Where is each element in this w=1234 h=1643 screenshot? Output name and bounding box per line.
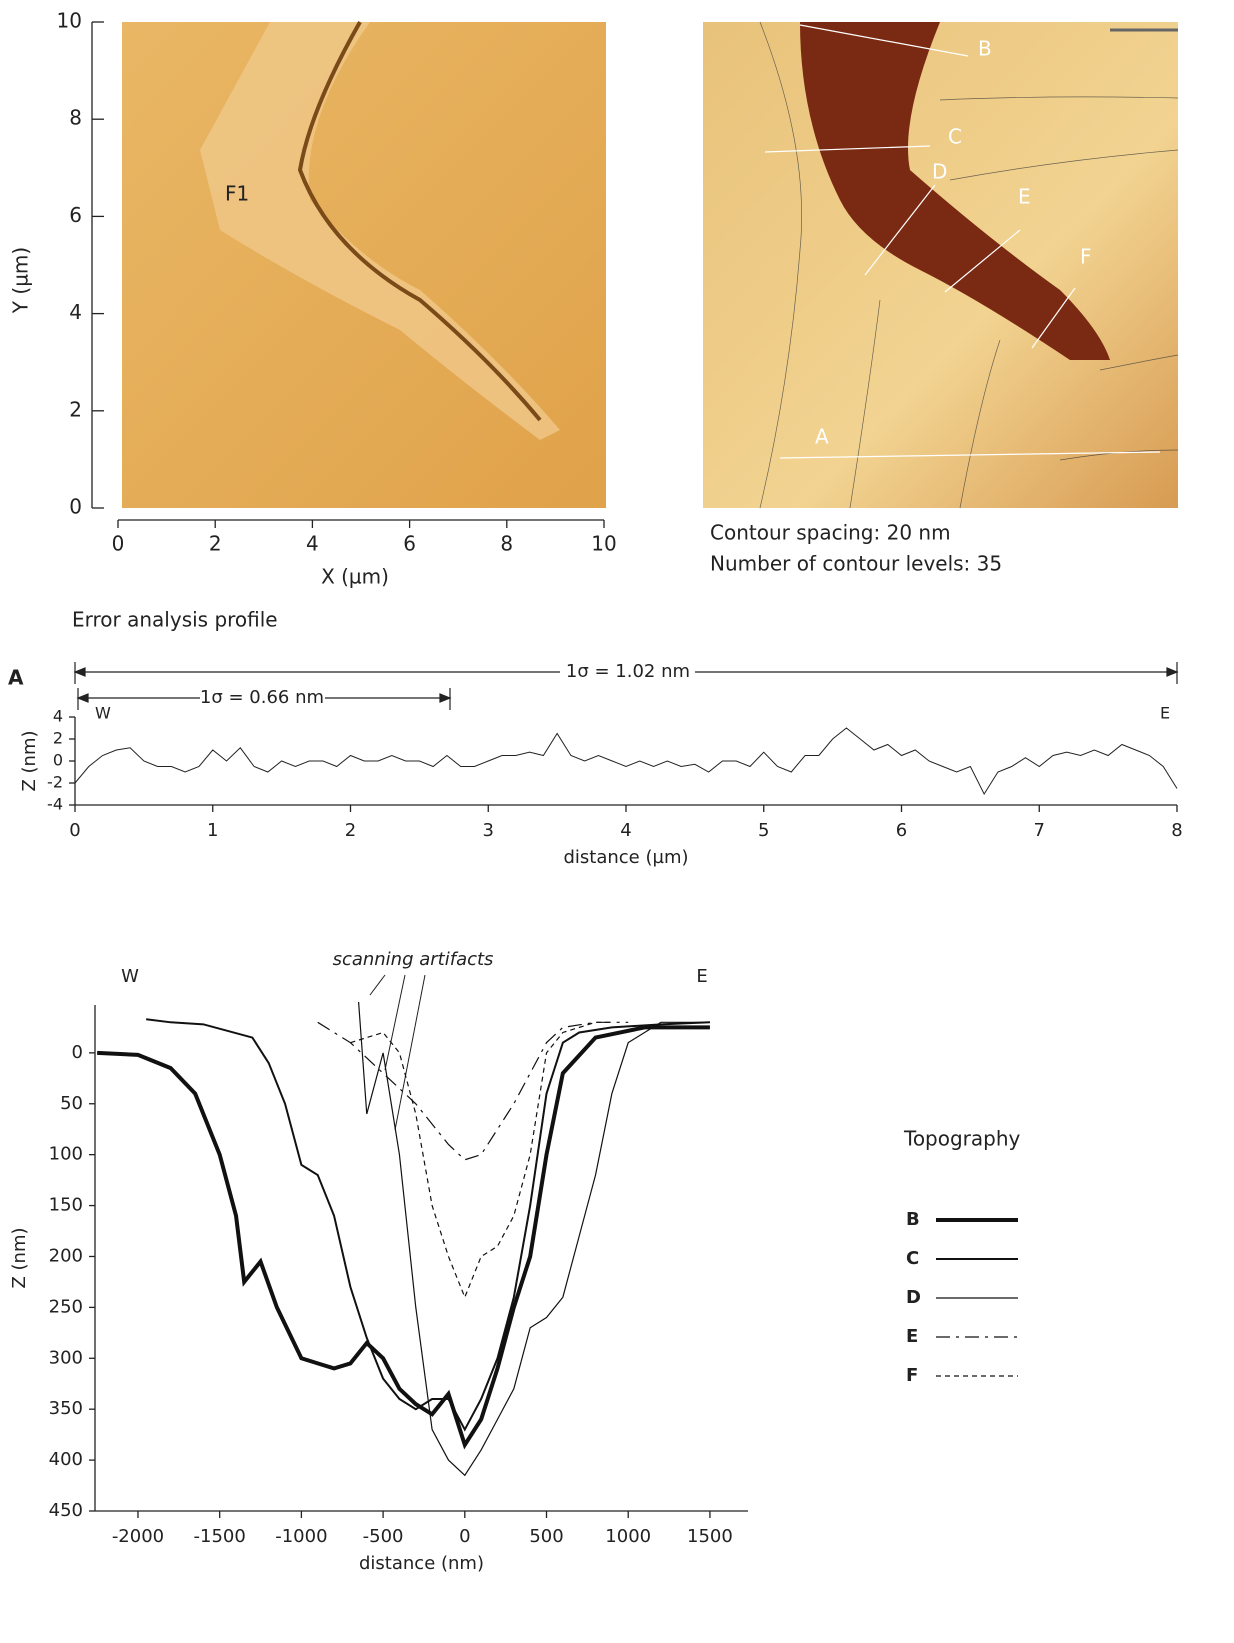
x-tick-label: -2000 bbox=[112, 1526, 164, 1547]
annotation: W bbox=[95, 704, 111, 723]
annotation: 1σ = 1.02 nm bbox=[566, 661, 690, 682]
y-tick-label: 2 bbox=[53, 729, 63, 748]
x-axis-label: distance (nm) bbox=[359, 1553, 484, 1574]
profile-label: D bbox=[932, 160, 947, 184]
y-tick-label: 4 bbox=[53, 707, 63, 726]
y-tick-label: 4 bbox=[69, 300, 82, 324]
y-axis-label: Z (nm) bbox=[9, 1227, 30, 1288]
x-tick-label: -1000 bbox=[275, 1526, 327, 1547]
y-tick-label: -2 bbox=[47, 773, 63, 792]
y-tick-label: 0 bbox=[69, 495, 82, 519]
chart-title: Error analysis profile bbox=[72, 608, 278, 632]
profile-label: A bbox=[815, 425, 829, 449]
annotation: scanning artifacts bbox=[333, 949, 494, 970]
y-tick-label: 350 bbox=[49, 1398, 83, 1419]
trench bbox=[800, 22, 1110, 360]
legend-title: Topography bbox=[903, 1127, 1021, 1151]
y-tick-label: 0 bbox=[53, 751, 63, 770]
profile-line bbox=[146, 1018, 710, 1432]
x-tick-label: 5 bbox=[758, 820, 769, 841]
panel-label: A bbox=[8, 666, 24, 690]
y-axis-label: Y (µm) bbox=[9, 247, 33, 314]
y-tick-label: 6 bbox=[69, 203, 82, 227]
y-tick-label: 100 bbox=[49, 1144, 83, 1165]
annotation: E bbox=[696, 966, 707, 987]
x-tick-label: 2 bbox=[345, 820, 356, 841]
profile-label: B bbox=[978, 37, 992, 61]
x-tick-label: 8 bbox=[500, 532, 513, 556]
legend-label: E bbox=[906, 1326, 918, 1347]
x-tick-label: 1000 bbox=[605, 1526, 651, 1547]
contour-lines bbox=[759, 21, 1179, 509]
sigma-arrows bbox=[73, 662, 1179, 710]
x-tick-label: 1 bbox=[207, 820, 218, 841]
fracture-zone bbox=[200, 22, 560, 440]
profile-line bbox=[357, 1001, 710, 1477]
artifact-pointers bbox=[369, 974, 426, 1131]
x-tick-label: 0 bbox=[459, 1526, 470, 1547]
annotation: F1 bbox=[225, 182, 249, 206]
y-tick-label: 8 bbox=[69, 106, 82, 130]
y-tick-label: 250 bbox=[49, 1296, 83, 1317]
profile-lines bbox=[764, 24, 1161, 459]
profile-label: C bbox=[948, 125, 962, 149]
y-tick-label: 0 bbox=[72, 1042, 83, 1063]
profile-line bbox=[317, 1021, 629, 1161]
y-tick-label: 10 bbox=[57, 9, 82, 33]
annotation: E bbox=[1160, 704, 1170, 723]
profile-line bbox=[97, 1025, 710, 1450]
note: Number of contour levels: 35 bbox=[710, 552, 1002, 576]
x-tick-label: 1500 bbox=[687, 1526, 733, 1547]
legend-label: C bbox=[906, 1248, 919, 1269]
x-tick-label: 3 bbox=[483, 820, 494, 841]
x-tick-label: 4 bbox=[306, 532, 319, 556]
x-tick-label: -1500 bbox=[194, 1526, 246, 1547]
profile-line bbox=[74, 727, 1178, 796]
x-axis-label: distance (µm) bbox=[563, 847, 688, 868]
y-tick-label: 50 bbox=[60, 1093, 83, 1114]
y-tick-label: 200 bbox=[49, 1245, 83, 1266]
x-tick-label: 7 bbox=[1034, 820, 1045, 841]
profile-label: E bbox=[1018, 185, 1031, 209]
x-tick-label: 6 bbox=[403, 532, 416, 556]
fracture-edge bbox=[297, 21, 542, 422]
x-tick-label: 0 bbox=[69, 820, 80, 841]
x-tick-label: 6 bbox=[896, 820, 907, 841]
x-tick-label: -500 bbox=[363, 1526, 404, 1547]
y-tick-label: 150 bbox=[49, 1195, 83, 1216]
y-tick-label: 400 bbox=[49, 1449, 83, 1470]
x-tick-label: 2 bbox=[209, 532, 222, 556]
legend-label: B bbox=[906, 1209, 920, 1230]
annotation: W bbox=[121, 966, 139, 987]
legend-label: D bbox=[906, 1287, 921, 1308]
x-tick-label: 8 bbox=[1171, 820, 1182, 841]
profile-line bbox=[350, 1021, 612, 1299]
x-tick-label: 10 bbox=[591, 532, 616, 556]
y-tick-label: -4 bbox=[47, 795, 63, 814]
y-tick-label: 2 bbox=[69, 397, 82, 421]
profile-label: F bbox=[1080, 245, 1092, 269]
x-tick-label: 0 bbox=[112, 532, 125, 556]
x-tick-label: 4 bbox=[620, 820, 631, 841]
x-axis-label: X (µm) bbox=[321, 565, 389, 589]
y-axis-label: Z (nm) bbox=[19, 730, 40, 791]
y-tick-label: 300 bbox=[49, 1347, 83, 1368]
x-tick-label: 500 bbox=[529, 1526, 563, 1547]
note: Contour spacing: 20 nm bbox=[710, 521, 951, 545]
legend-label: F bbox=[906, 1365, 918, 1386]
y-tick-label: 450 bbox=[49, 1500, 83, 1521]
annotation: 1σ = 0.66 nm bbox=[200, 687, 324, 708]
